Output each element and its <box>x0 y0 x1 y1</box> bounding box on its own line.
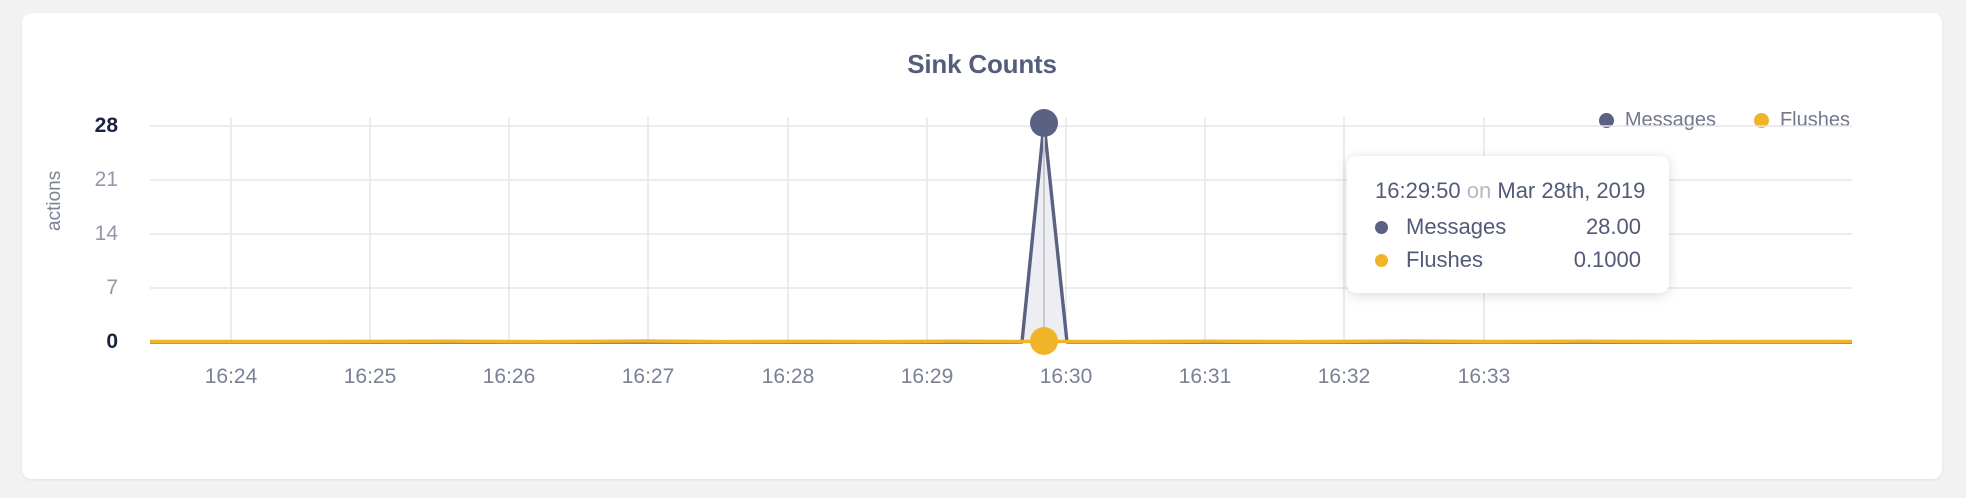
x-tick-label: 16:24 <box>204 365 258 388</box>
chart-title: Sink Counts <box>907 49 1057 79</box>
tooltip-series-value: 28.00 <box>1585 214 1641 239</box>
y-tick-label: 28 <box>94 114 118 137</box>
tooltip-time: 16:29:50 <box>1375 178 1461 203</box>
tooltip-row-messages: Messages 28.00 <box>1375 214 1641 240</box>
tooltip-row-flushes: Flushes 0.1000 <box>1375 247 1641 273</box>
messages-hover-marker <box>1030 109 1058 137</box>
tooltip-series-name: Flushes <box>1406 247 1484 272</box>
y-tick-label: 21 <box>94 168 118 191</box>
tooltip-timestamp: 16:29:50 on Mar 28th, 2019 <box>1375 178 1645 204</box>
flushes-hover-marker <box>1030 327 1058 355</box>
chart-tooltip: 16:29:50 on Mar 28th, 2019 Messages 28.0… <box>1347 156 1669 293</box>
tooltip-series-name: Messages <box>1406 214 1507 239</box>
legend-dot-icon <box>1598 113 1614 128</box>
series-dot-icon <box>1375 253 1388 267</box>
tooltip-series-value: 0.1000 <box>1573 247 1641 272</box>
series-dot-icon <box>1375 220 1388 234</box>
x-tick-label: 16:29 <box>900 365 954 388</box>
x-tick-label: 16:26 <box>482 365 536 388</box>
plot-area[interactable]: actions 28 21 14 7 0 <box>22 13 1942 479</box>
x-tick-label: 16:25 <box>343 365 397 388</box>
y-tick-label: 7 <box>106 276 118 299</box>
y-tick-label: 14 <box>94 222 118 245</box>
x-axis-ticks: 16:24 16:25 16:26 16:27 16:28 16:29 16:3… <box>22 13 1942 479</box>
x-tick-label: 16:28 <box>761 365 815 388</box>
tooltip-on-word: on <box>1466 178 1492 203</box>
x-tick-label: 16:30 <box>1039 365 1093 388</box>
tooltip-date: Mar 28th, 2019 <box>1497 178 1646 203</box>
chart-card: Sink Counts Messages Flushes actions 28 … <box>22 13 1942 479</box>
y-tick-label: 0 <box>106 330 118 353</box>
flushes-line <box>150 339 1853 344</box>
x-tick-label: 16:27 <box>621 365 675 388</box>
y-axis-ticks: 28 21 14 7 0 <box>22 13 118 479</box>
x-tick-label: 16:32 <box>1317 365 1371 388</box>
x-tick-label: 16:33 <box>1457 365 1511 388</box>
x-tick-label: 16:31 <box>1178 365 1232 388</box>
legend-dot-icon <box>1753 113 1769 128</box>
